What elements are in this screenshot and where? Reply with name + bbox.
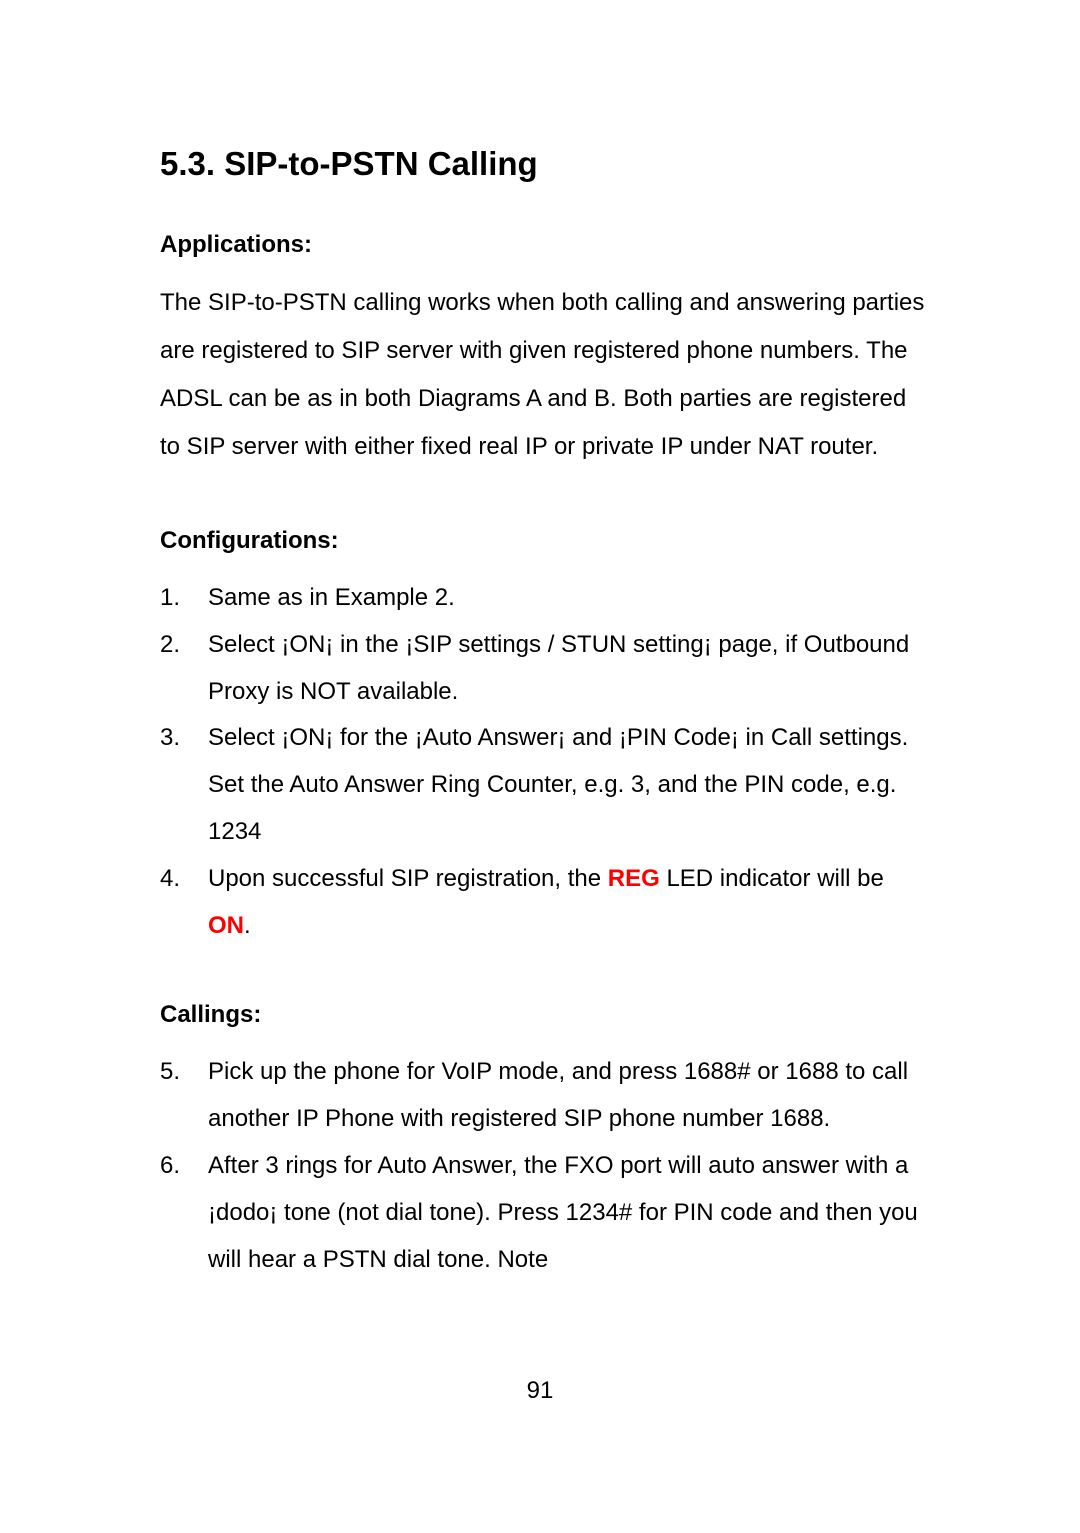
list-text: Same as in Example 2. <box>208 575 930 622</box>
list-number: 1. <box>160 575 208 622</box>
list-text: After 3 rings for Auto Answer, the FXO p… <box>208 1143 930 1283</box>
section-title: 5.3. SIP-to-PSTN Calling <box>160 145 930 183</box>
applications-paragraph: The SIP-to-PSTN calling works when both … <box>160 279 930 471</box>
callings-heading: Callings: <box>160 1001 930 1029</box>
on-highlight: ON <box>208 912 244 939</box>
reg-highlight: REG <box>608 865 660 892</box>
list-number: 6. <box>160 1143 208 1283</box>
list-item: 3. Select ¡ON¡ for the ¡Auto Answer¡ and… <box>160 715 930 855</box>
list-item: 4. Upon successful SIP registration, the… <box>160 856 930 950</box>
list-number: 5. <box>160 1049 208 1143</box>
list-number: 4. <box>160 856 208 950</box>
callings-list: 5. Pick up the phone for VoIP mode, and … <box>160 1049 930 1283</box>
text-fragment: LED indicator will be <box>660 865 884 892</box>
configurations-heading: Configurations: <box>160 527 930 555</box>
list-item: 1. Same as in Example 2. <box>160 575 930 622</box>
list-text: Select ¡ON¡ in the ¡SIP settings / STUN … <box>208 622 930 716</box>
configurations-list: 1. Same as in Example 2. 2. Select ¡ON¡ … <box>160 575 930 949</box>
list-item: 6. After 3 rings for Auto Answer, the FX… <box>160 1143 930 1283</box>
list-text: Select ¡ON¡ for the ¡Auto Answer¡ and ¡P… <box>208 715 930 855</box>
list-number: 2. <box>160 622 208 716</box>
text-fragment: . <box>244 912 251 939</box>
list-item: 2. Select ¡ON¡ in the ¡SIP settings / ST… <box>160 622 930 716</box>
applications-heading: Applications: <box>160 231 930 259</box>
text-fragment: Upon successful SIP registration, the <box>208 865 608 892</box>
list-number: 3. <box>160 715 208 855</box>
list-item: 5. Pick up the phone for VoIP mode, and … <box>160 1049 930 1143</box>
list-text: Upon successful SIP registration, the RE… <box>208 856 930 950</box>
page-number: 91 <box>0 1377 1080 1405</box>
list-text: Pick up the phone for VoIP mode, and pre… <box>208 1049 930 1143</box>
